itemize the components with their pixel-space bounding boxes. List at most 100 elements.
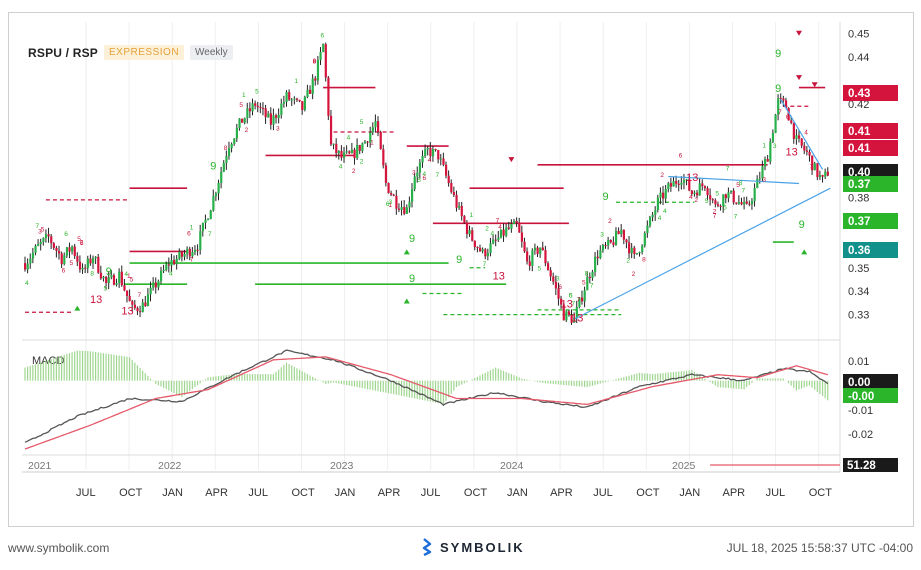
candle (81, 263, 84, 274)
candle-body (628, 242, 631, 254)
candle-body (552, 276, 555, 282)
candle (439, 154, 442, 166)
candle (233, 138, 236, 146)
candle-body (94, 256, 97, 259)
candle-body (120, 271, 123, 286)
sequential-count-label: 9 (775, 83, 781, 95)
signal-arrow (508, 157, 515, 163)
month-label: JUL (248, 487, 268, 499)
candle (492, 234, 495, 245)
candle (387, 182, 390, 194)
candle-body (387, 182, 390, 194)
candle-body (596, 256, 599, 259)
candle (709, 188, 712, 206)
candle (196, 244, 199, 256)
interval-badge[interactable]: Weekly (190, 45, 233, 60)
candle (771, 129, 775, 144)
candle (698, 177, 701, 196)
candle (112, 273, 116, 286)
setup-count-label: 6 (320, 32, 324, 39)
symbol-label[interactable]: RSPU / RSP (28, 45, 99, 60)
candle-body (528, 261, 531, 266)
website-link[interactable]: www.symbolik.com (8, 541, 110, 555)
signal-arrow (796, 75, 803, 81)
candle (774, 113, 777, 134)
candle (118, 268, 121, 288)
candle (411, 183, 414, 208)
candle-body (379, 131, 382, 150)
candle (42, 237, 45, 246)
sequential-count-label: 13 (786, 146, 798, 158)
candle-body (384, 165, 388, 183)
candle-body (306, 89, 309, 97)
candle (682, 173, 686, 190)
candle-body (233, 138, 236, 144)
candle-body (277, 114, 280, 118)
candle-body (672, 181, 675, 187)
candle (798, 130, 801, 143)
candle (515, 217, 518, 227)
candle-body (52, 243, 55, 248)
candle (303, 95, 306, 112)
setup-count-label: 4 (498, 224, 502, 231)
trend-line (668, 175, 800, 185)
candle-body (599, 250, 602, 259)
signal-arrow (801, 249, 808, 255)
candle-body (499, 229, 503, 238)
month-label: OCT (119, 487, 143, 499)
price-tick-label: 0.42 (848, 99, 869, 111)
candle (620, 224, 623, 238)
macd-tick-label: -0.02 (848, 429, 873, 441)
price-label-text: 0.37 (848, 216, 870, 228)
candle (633, 245, 636, 259)
candle-body (442, 158, 445, 165)
setup-count-label: 4 (339, 163, 343, 170)
candle (552, 272, 555, 285)
candle-body (468, 230, 471, 235)
candle-body (523, 241, 526, 252)
candle-body (675, 181, 678, 184)
candle-body (688, 179, 691, 191)
candle-body (139, 311, 142, 313)
candle-body (625, 239, 628, 243)
candle (282, 95, 286, 108)
candle (614, 227, 618, 246)
price-tick-label: 0.38 (848, 193, 869, 205)
candle-body (335, 143, 338, 154)
candle (787, 107, 790, 121)
candle (264, 104, 267, 124)
candle (133, 299, 137, 310)
candle (125, 290, 129, 303)
candle (217, 179, 220, 201)
candle-body (369, 132, 372, 143)
candle-body (481, 249, 484, 252)
candle (782, 95, 785, 107)
setup-count-label: 2 (660, 172, 664, 179)
candle (144, 296, 147, 307)
candle-body (170, 259, 173, 266)
setup-count-label: 2 (694, 197, 698, 204)
setup-count-label: 7 (208, 231, 212, 238)
candle-body (390, 193, 393, 195)
setup-count-label: 7 (483, 261, 487, 268)
candle (609, 239, 612, 244)
candle (565, 310, 568, 323)
setup-count-label: 1 (294, 78, 298, 85)
candle (348, 150, 351, 155)
price-tick-label: 0.34 (848, 286, 869, 298)
candle-body (494, 239, 497, 241)
candle-body (515, 221, 518, 223)
setup-count-label: 7 (436, 172, 440, 179)
candle-body (107, 277, 110, 283)
macd-line (24, 349, 829, 443)
month-label: JUL (766, 487, 786, 499)
candle (588, 272, 592, 284)
candle (460, 201, 463, 221)
candle-body (73, 246, 76, 256)
sequential-count-label: 9 (106, 266, 112, 278)
candle-body (719, 205, 722, 207)
candle (638, 251, 641, 257)
candle (740, 197, 743, 206)
candle (434, 148, 437, 152)
